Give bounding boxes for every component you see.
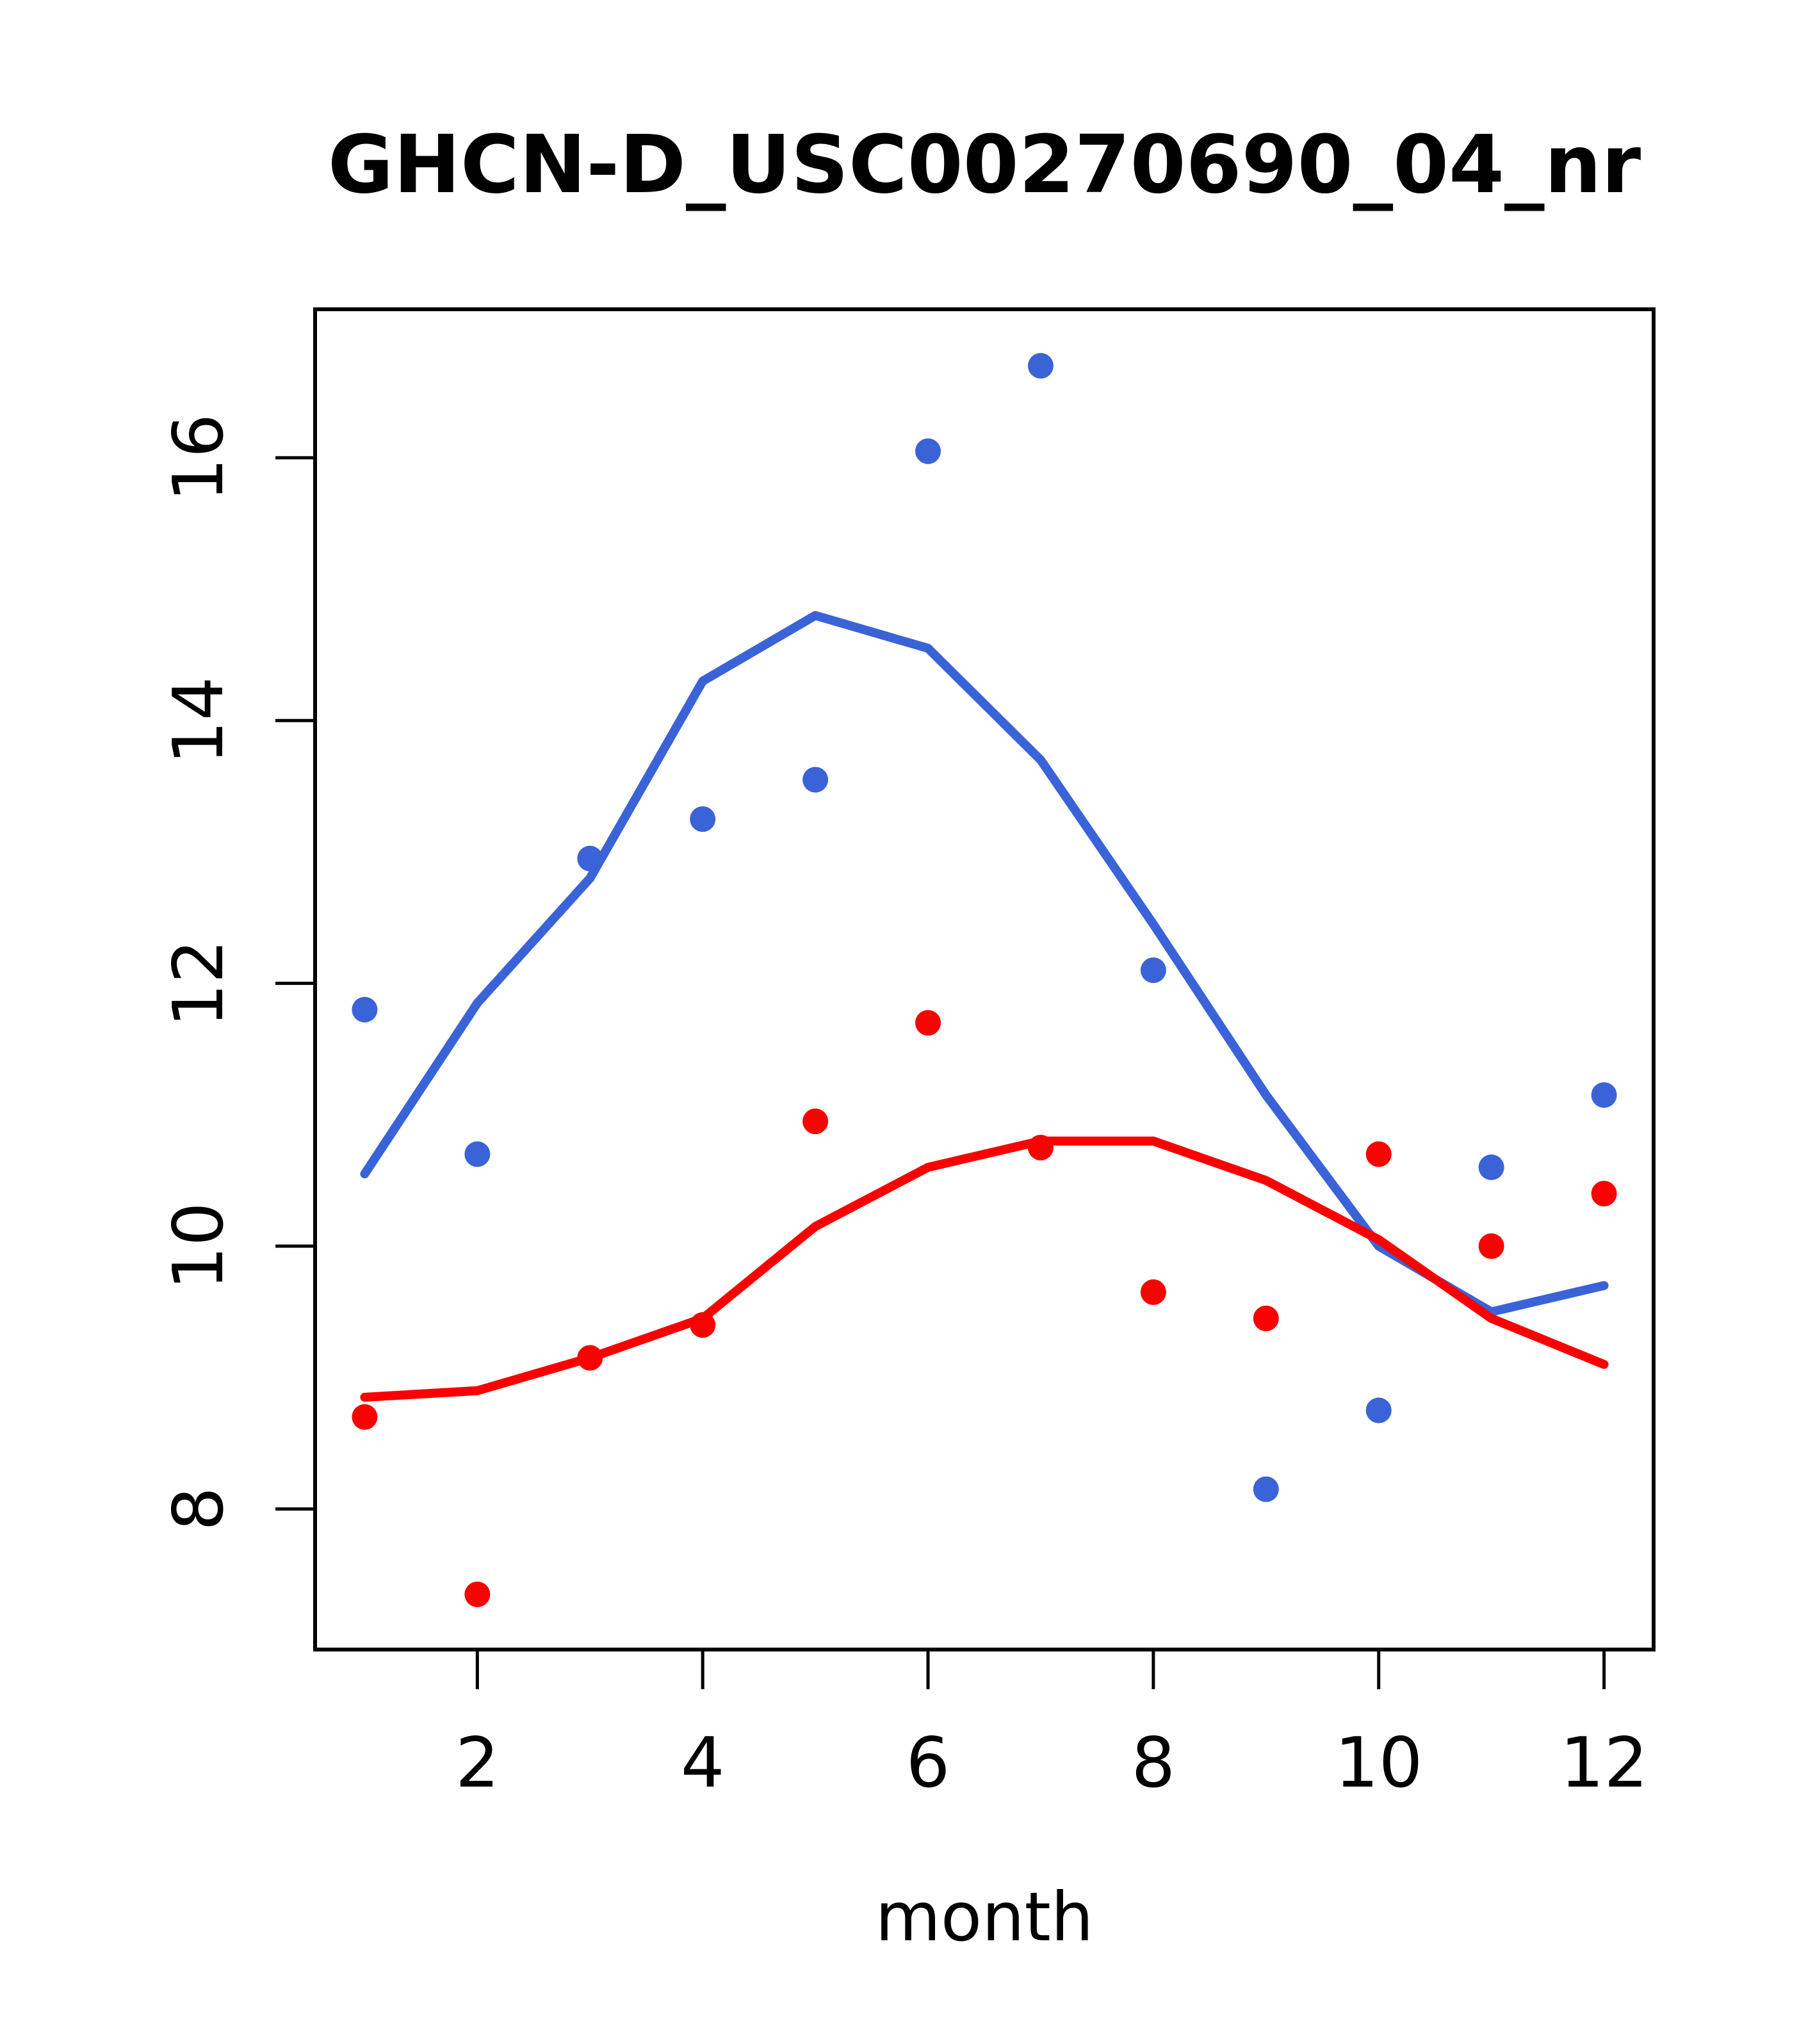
blue-point (464, 1141, 491, 1167)
blue-point (1591, 1082, 1617, 1108)
blue-point (1365, 1397, 1392, 1424)
red-point (464, 1581, 491, 1607)
blue-point (802, 766, 829, 793)
y-tick-label: 12 (159, 939, 239, 1027)
y-tick-label: 8 (159, 1487, 239, 1531)
red-point (915, 1010, 941, 1036)
y-tick-label: 14 (159, 677, 239, 765)
blue-point (1140, 957, 1166, 984)
plot-area-border (313, 307, 1656, 1651)
red-point (1253, 1305, 1279, 1331)
x-tick-label: 8 (1132, 1723, 1176, 1803)
chart-title: GHCN-D_USC00270690_04_nr (328, 118, 1641, 211)
x-tick-label: 10 (1335, 1723, 1422, 1803)
red-point (1478, 1233, 1504, 1260)
x-tick-label: 2 (455, 1723, 500, 1803)
red-smooth-line (360, 1136, 1609, 1402)
blue-point (1478, 1154, 1504, 1180)
blue-point (1253, 1476, 1279, 1502)
blue-point (1027, 353, 1054, 379)
x-axis-label: month (875, 1878, 1094, 1956)
red-point (802, 1108, 829, 1135)
red-point (1140, 1279, 1166, 1305)
y-tick-label: 16 (159, 414, 239, 501)
x-tick-label: 4 (681, 1723, 725, 1803)
blue-point (915, 438, 941, 464)
red-point (352, 1404, 378, 1430)
x-tick-label: 6 (906, 1723, 950, 1803)
blue-point (352, 996, 378, 1023)
blue-point (690, 806, 716, 832)
axes: 2 4 6 8 10 12 8 10 12 14 16 (159, 414, 1648, 1803)
data-series (352, 353, 1617, 1607)
red-point (1591, 1180, 1617, 1206)
red-point (1365, 1141, 1392, 1167)
x-tick-label: 12 (1560, 1723, 1648, 1803)
y-tick-label: 10 (159, 1202, 239, 1290)
